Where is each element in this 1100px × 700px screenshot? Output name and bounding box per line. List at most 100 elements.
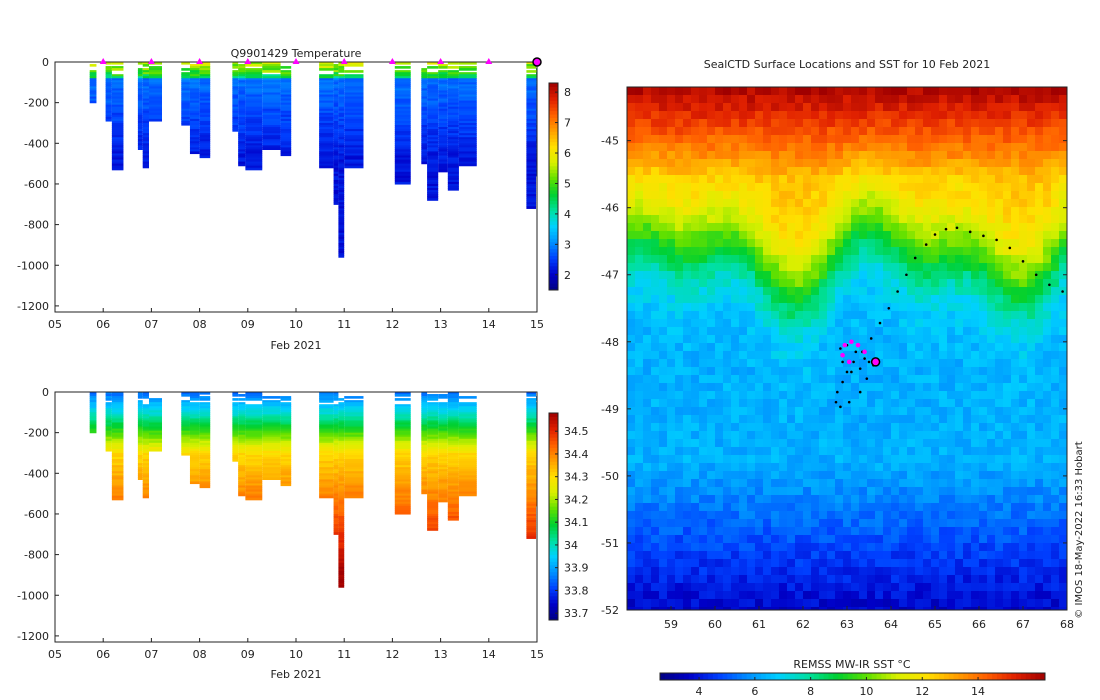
- sst-cell: [1003, 287, 1012, 296]
- profile-cell: [245, 131, 263, 134]
- sst-cell: [979, 87, 988, 96]
- sst-cell: [883, 255, 892, 264]
- profile-cell: [427, 455, 439, 458]
- profile-cell: [394, 483, 411, 487]
- profile-cell: [111, 78, 124, 81]
- sst-cell: [691, 303, 700, 312]
- profile-cell: [280, 151, 292, 155]
- sst-cell: [955, 311, 964, 320]
- profile-cell: [280, 127, 292, 130]
- profile-cell: [181, 400, 190, 403]
- temperature-title: Q9901429 Temperature: [231, 47, 362, 60]
- sst-cell: [763, 215, 772, 224]
- sst-cell: [675, 271, 684, 280]
- sst-cell: [707, 175, 716, 184]
- sst-cell: [955, 319, 964, 328]
- sst-cell: [1051, 223, 1060, 232]
- profile-cell: [427, 185, 439, 189]
- sst-cell: [651, 159, 660, 168]
- sst-cell: [891, 207, 900, 216]
- profile-cell: [137, 118, 143, 122]
- sst-cell: [635, 263, 644, 272]
- sst-cell: [755, 159, 764, 168]
- profile-cell: [181, 404, 190, 407]
- colorbar-segment: [549, 89, 558, 94]
- sst-cell: [699, 167, 708, 176]
- profile-cell: [438, 495, 448, 499]
- profile-cell: [458, 487, 477, 491]
- sst-cell: [883, 399, 892, 408]
- profile-cell: [319, 104, 334, 108]
- sst-cell: [963, 391, 972, 400]
- sst-cell: [923, 351, 932, 360]
- profile-cell: [111, 88, 124, 92]
- profile-cell: [319, 133, 334, 136]
- sst-cell: [1035, 175, 1044, 184]
- sst-cell: [643, 87, 652, 96]
- sst-cell: [707, 399, 716, 408]
- profile-cell: [319, 145, 334, 148]
- sst-cell: [699, 303, 708, 312]
- profile-cell: [319, 477, 334, 480]
- sst-cell: [875, 367, 884, 376]
- profile-cell: [344, 440, 364, 444]
- profile-cell: [333, 171, 339, 175]
- sst-cell: [971, 263, 980, 272]
- profile-cell: [245, 88, 263, 92]
- profile-cell: [199, 155, 211, 159]
- profile-cell: [199, 153, 211, 157]
- temperature-y-ticks: 0-200-400-600-800-1000-1200: [17, 56, 59, 313]
- profile-cell: [137, 100, 143, 104]
- profile-cell: [319, 141, 334, 144]
- sst-cell: [683, 311, 692, 320]
- profile-cell: [262, 416, 281, 420]
- profile-cell: [280, 88, 292, 92]
- sst-cell: [979, 335, 988, 344]
- profile-cell: [427, 469, 439, 472]
- sst-cell: [747, 119, 756, 128]
- sst-cell: [747, 87, 756, 96]
- sst-cell: [1043, 183, 1052, 192]
- sst-cell: [707, 159, 716, 168]
- profile-cell: [137, 471, 143, 474]
- sst-cell: [643, 247, 652, 256]
- profile-cell: [262, 116, 281, 120]
- profile-cell: [280, 98, 292, 102]
- profile-cell: [181, 408, 190, 411]
- profile-cell: [338, 220, 345, 224]
- profile-cell: [458, 469, 477, 472]
- sst-cell: [683, 351, 692, 360]
- sst-cell: [931, 351, 940, 360]
- profile-cell: [338, 234, 345, 238]
- profile-cell: [338, 522, 345, 525]
- sst-cell: [963, 143, 972, 152]
- profile-cell: [333, 518, 339, 521]
- profile-cell: [111, 66, 124, 69]
- profile-cell: [447, 434, 459, 438]
- sst-cell: [1003, 167, 1012, 176]
- profile-cell: [338, 82, 345, 85]
- sst-cell: [659, 295, 668, 304]
- profile-cell: [319, 438, 334, 442]
- profile-cell: [338, 114, 345, 118]
- profile-cell: [232, 82, 239, 85]
- profile-cell: [189, 70, 200, 73]
- sst-cell: [779, 311, 788, 320]
- profile-cell: [458, 452, 477, 456]
- profile-cell: [232, 102, 239, 106]
- sst-cell: [659, 215, 668, 224]
- profile-cell: [427, 450, 439, 454]
- sst-cell: [723, 343, 732, 352]
- sst-cell: [771, 319, 780, 328]
- sst-cell: [955, 135, 964, 144]
- sst-cell: [827, 223, 836, 232]
- profile-cell: [189, 418, 200, 422]
- sst-cell: [739, 223, 748, 232]
- profile-cell: [142, 127, 149, 130]
- profile-cell: [447, 137, 459, 140]
- sst-cell: [827, 391, 836, 400]
- sst-cell: [1003, 103, 1012, 112]
- sst-cell: [947, 311, 956, 320]
- profile-cell: [111, 418, 124, 422]
- profile-cell: [280, 66, 292, 69]
